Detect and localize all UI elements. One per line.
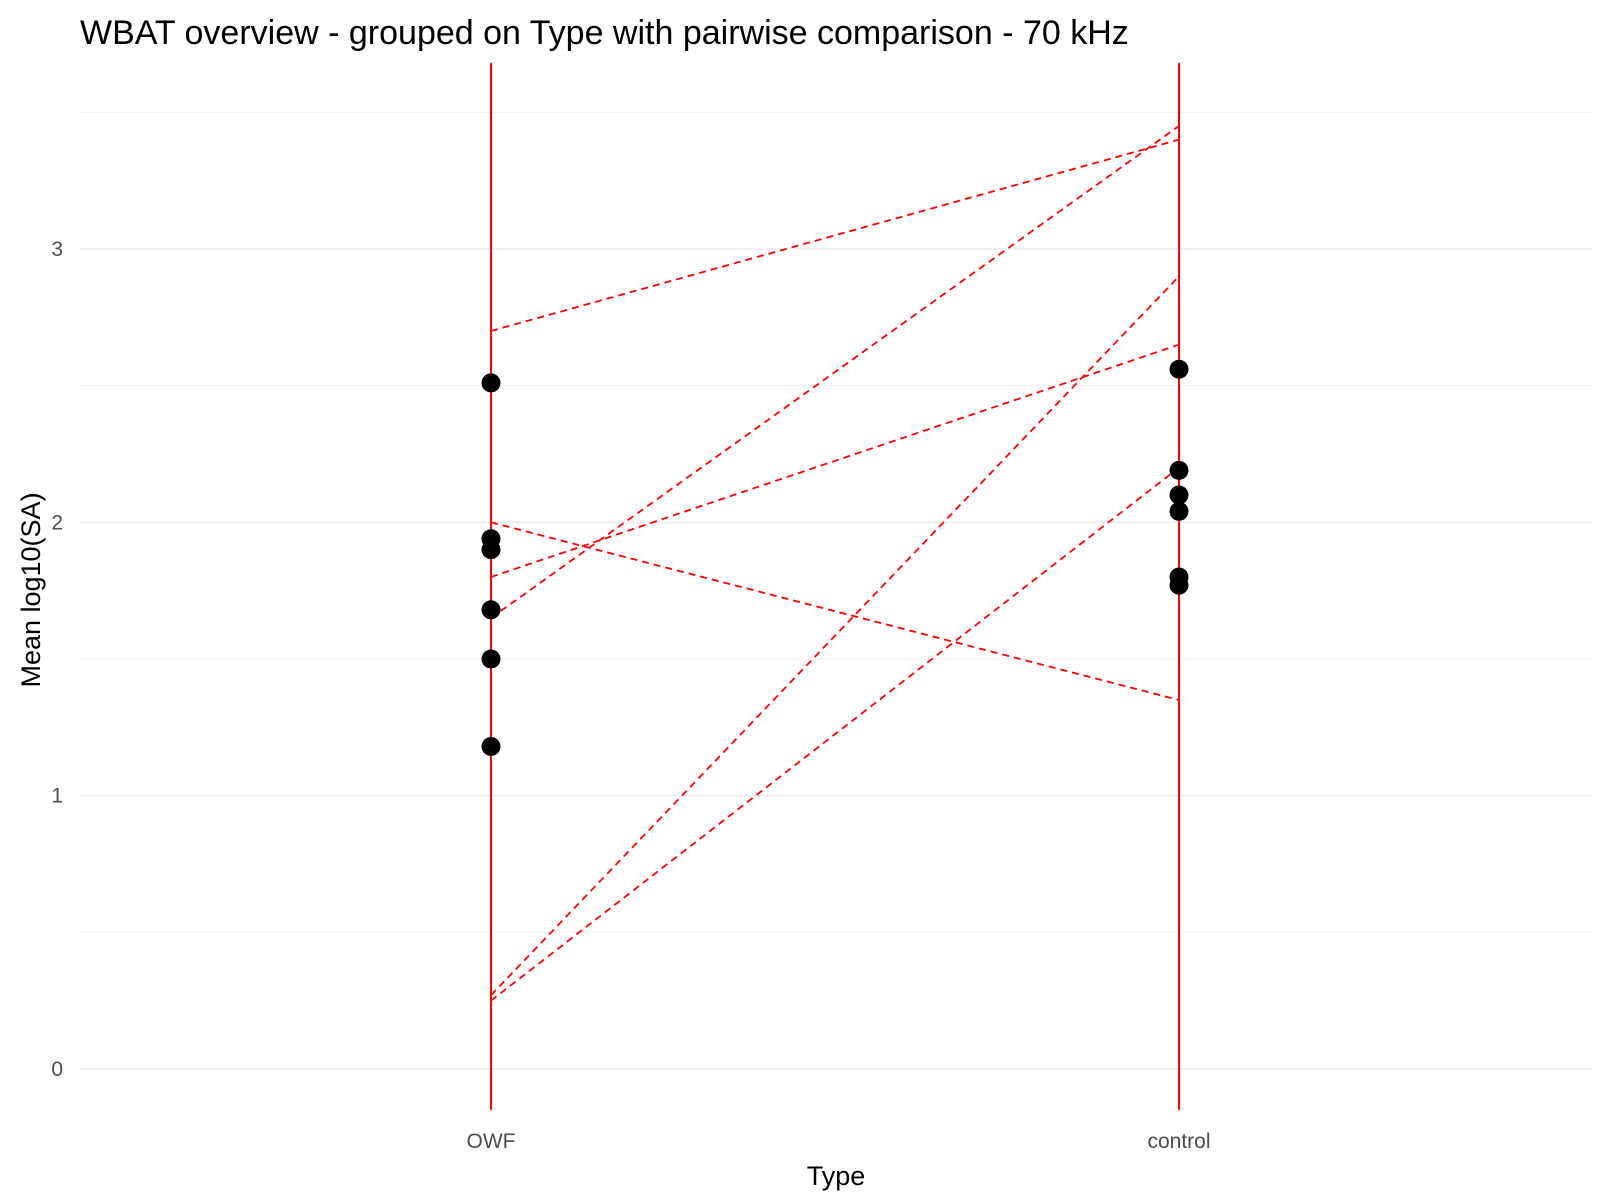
- data-point: [1169, 485, 1189, 505]
- x-tick-label: control: [1147, 1130, 1210, 1153]
- y-tick-label: 0: [51, 1058, 63, 1081]
- data-point: [481, 540, 501, 560]
- y-axis-title: Mean log10(SA): [16, 492, 46, 687]
- y-tick-label: 1: [51, 785, 63, 808]
- data-point: [481, 600, 501, 620]
- pairwise-line: [490, 343, 1180, 578]
- y-tick-labels: 0 1 2 3: [51, 238, 63, 1081]
- pairwise-line: [490, 125, 1180, 619]
- pairwise-line: [490, 138, 1180, 332]
- pairwise-line: [490, 521, 1180, 701]
- pairwise-lines: [490, 125, 1180, 1002]
- data-point: [1169, 575, 1189, 595]
- pairwise-line: [490, 466, 1180, 1002]
- data-point: [481, 373, 501, 393]
- chart-title: WBAT overview - grouped on Type with pai…: [80, 14, 1129, 52]
- data-point: [1169, 501, 1189, 521]
- y-tick-label: 2: [51, 511, 63, 534]
- y-tick-label: 3: [51, 238, 63, 261]
- x-tick-label: OWF: [467, 1130, 516, 1153]
- reference-lines: [490, 63, 1180, 1110]
- x-axis-title: Type: [807, 1161, 866, 1191]
- data-point: [481, 649, 501, 669]
- data-point: [1169, 359, 1189, 379]
- data-point: [481, 736, 501, 756]
- grid: [80, 62, 1592, 1108]
- data-point: [1169, 460, 1189, 480]
- pairwise-line: [490, 275, 1180, 996]
- data-points: [481, 359, 1189, 756]
- x-tick-labels: OWF control: [467, 1130, 1211, 1153]
